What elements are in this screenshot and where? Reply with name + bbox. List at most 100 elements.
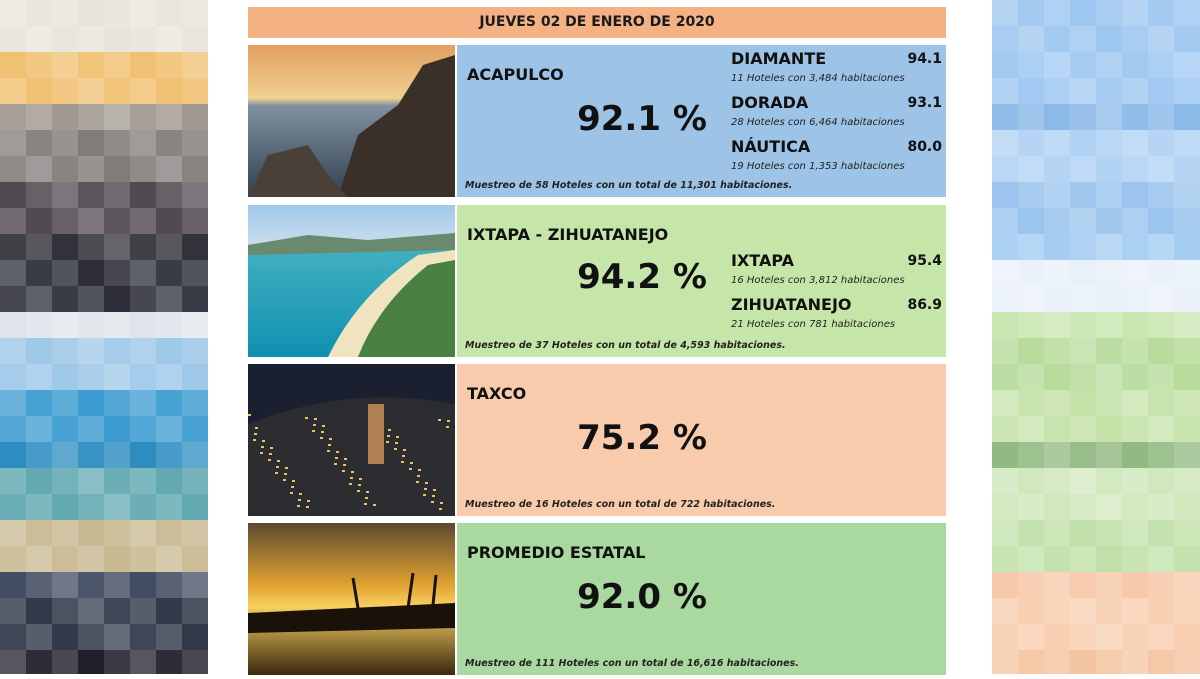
mosaic-tile xyxy=(130,624,156,650)
mosaic-tile xyxy=(78,286,104,312)
mosaic-tile xyxy=(78,468,104,494)
mosaic-tile xyxy=(1096,546,1122,572)
mosaic-tile xyxy=(1044,494,1070,520)
mosaic-tile xyxy=(182,0,208,26)
section-name: IXTAPA - ZIHUATANEJO xyxy=(467,225,669,244)
mosaic-tile xyxy=(1122,78,1148,104)
zone-name: DIAMANTE xyxy=(731,49,827,68)
mosaic-tile xyxy=(1070,286,1096,312)
mosaic-tile xyxy=(156,156,182,182)
mosaic-tile xyxy=(1174,650,1200,674)
mosaic-tile xyxy=(182,312,208,338)
mosaic-tile xyxy=(104,182,130,208)
mosaic-tile xyxy=(78,156,104,182)
mosaic-tile xyxy=(1148,312,1174,338)
mosaic-tile xyxy=(1122,338,1148,364)
mosaic-tile xyxy=(1044,312,1070,338)
mosaic-tile xyxy=(1070,546,1096,572)
mosaic-tile xyxy=(1096,130,1122,156)
mosaic-tile xyxy=(130,52,156,78)
mosaic-tile xyxy=(182,572,208,598)
mosaic-tile xyxy=(1018,78,1044,104)
mosaic-tile xyxy=(1096,364,1122,390)
mosaic-tile xyxy=(0,234,26,260)
mosaic-tile xyxy=(1070,312,1096,338)
mosaic-tile xyxy=(156,468,182,494)
mosaic-tile xyxy=(1070,130,1096,156)
mosaic-tile xyxy=(1044,260,1070,286)
mosaic-tile xyxy=(1096,234,1122,260)
mosaic-tile xyxy=(1122,182,1148,208)
zone-value: 93.1 xyxy=(907,95,942,111)
mosaic-tile xyxy=(104,286,130,312)
mosaic-tile xyxy=(0,312,26,338)
mosaic-tile xyxy=(130,260,156,286)
mosaic-tile xyxy=(182,286,208,312)
mosaic-tile xyxy=(182,442,208,468)
mosaic-tile xyxy=(130,572,156,598)
mosaic-tile xyxy=(0,442,26,468)
mosaic-tile xyxy=(1044,546,1070,572)
mosaic-tile xyxy=(1096,520,1122,546)
mosaic-tile xyxy=(1070,390,1096,416)
mosaic-tile xyxy=(130,26,156,52)
mosaic-tile xyxy=(26,52,52,78)
mosaic-tile xyxy=(1096,208,1122,234)
mosaic-tile xyxy=(26,520,52,546)
mosaic-tile xyxy=(52,182,78,208)
mosaic-tile xyxy=(1122,130,1148,156)
mosaic-tile xyxy=(104,156,130,182)
mosaic-tile xyxy=(182,520,208,546)
occupancy-percent: 75.2 % xyxy=(577,418,707,458)
mosaic-tile xyxy=(0,390,26,416)
mosaic-tile xyxy=(1018,468,1044,494)
mosaic-tile xyxy=(1122,520,1148,546)
mosaic-tile xyxy=(52,442,78,468)
mosaic-tile xyxy=(78,520,104,546)
mosaic-tile xyxy=(104,598,130,624)
mosaic-tile xyxy=(78,338,104,364)
mosaic-tile xyxy=(78,546,104,572)
mosaic-tile xyxy=(182,416,208,442)
mosaic-tile xyxy=(1096,26,1122,52)
mosaic-tile xyxy=(0,0,26,26)
mosaic-tile xyxy=(52,624,78,650)
mosaic-tile xyxy=(104,416,130,442)
mosaic-tile xyxy=(0,624,26,650)
mosaic-tile xyxy=(1070,442,1096,468)
mosaic-tile xyxy=(1018,52,1044,78)
mosaic-tile xyxy=(1018,338,1044,364)
mosaic-tile xyxy=(1148,208,1174,234)
mosaic-tile xyxy=(1070,650,1096,674)
mosaic-tile xyxy=(1070,234,1096,260)
sample-note: Muestreo de 58 Hoteles con un total de 1… xyxy=(465,180,793,191)
mosaic-tile xyxy=(1044,468,1070,494)
mosaic-tile xyxy=(1174,286,1200,312)
mosaic-tile xyxy=(1044,130,1070,156)
mosaic-tile xyxy=(0,494,26,520)
mosaic-tile xyxy=(992,650,1018,674)
mosaic-tile xyxy=(1096,182,1122,208)
mosaic-tile xyxy=(1018,26,1044,52)
mosaic-tile xyxy=(1044,52,1070,78)
section-panel: TAXCO 75.2 % Muestreo de 16 Hoteles con un… xyxy=(457,364,946,516)
sample-note: Muestreo de 16 Hoteles con un total de 7… xyxy=(465,499,776,510)
mosaic-tile xyxy=(992,494,1018,520)
mosaic-tile xyxy=(992,624,1018,650)
zone-detail: 11 Hoteles con 3,484 habitaciones xyxy=(731,73,905,84)
mosaic-tile xyxy=(1148,156,1174,182)
mosaic-tile xyxy=(104,494,130,520)
mosaic-tile xyxy=(52,52,78,78)
mosaic-tile xyxy=(1122,0,1148,26)
mosaic-tile xyxy=(1174,468,1200,494)
mosaic-tile xyxy=(104,0,130,26)
mosaic-tile xyxy=(1122,624,1148,650)
mosaic-tile xyxy=(156,546,182,572)
mosaic-tile xyxy=(1122,650,1148,674)
mosaic-tile xyxy=(1122,208,1148,234)
mosaic-tile xyxy=(1018,208,1044,234)
mosaic-tile xyxy=(0,286,26,312)
mosaic-tile xyxy=(130,104,156,130)
mosaic-tile xyxy=(182,182,208,208)
section-name: ACAPULCO xyxy=(467,65,564,84)
